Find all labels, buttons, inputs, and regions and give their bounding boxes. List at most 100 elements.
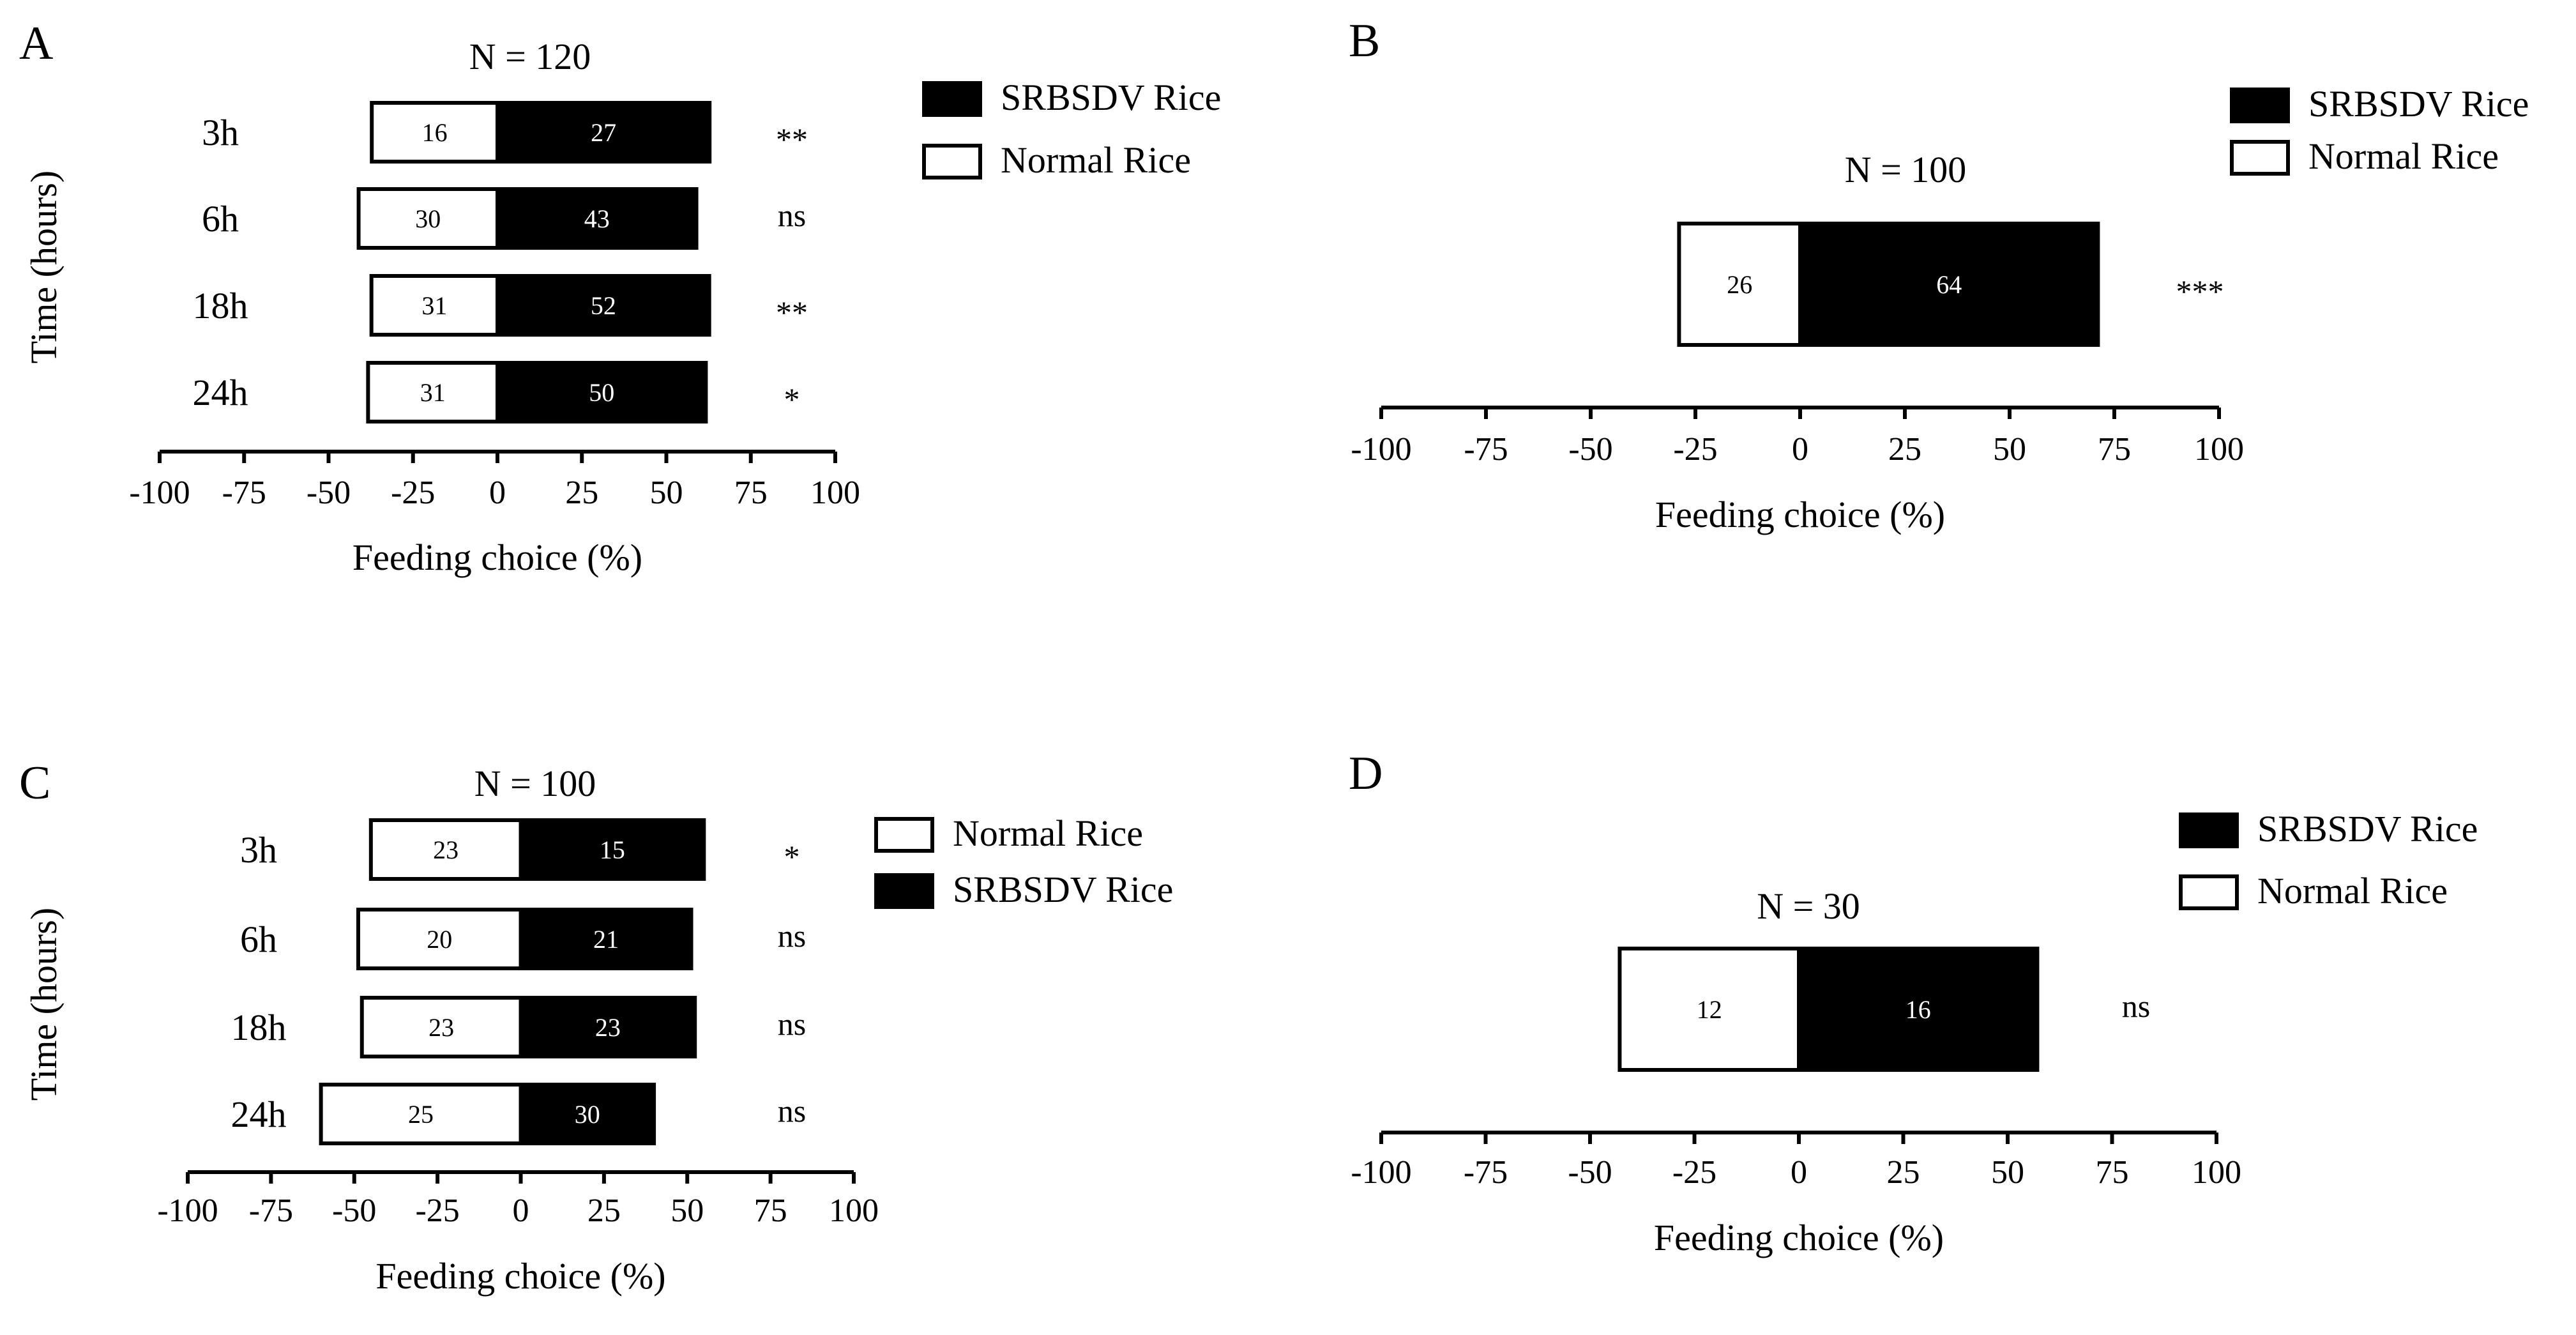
- bar-srbsdv-rice: [519, 996, 697, 1058]
- x-tick-label: -75: [1464, 431, 1508, 468]
- bar-srbsdv-rice: [1797, 947, 2040, 1072]
- bar-row: 26 64 ***: [1677, 222, 2224, 347]
- x-axis-title: Feeding choice (%): [1655, 494, 1945, 535]
- bar-srbsdv-rice: [496, 101, 712, 164]
- bar-srbsdv-rice: [519, 818, 706, 881]
- bar-label-srbsdv-rice: 21: [593, 925, 619, 954]
- legend-swatch: [874, 873, 934, 909]
- bar-normal-rice: [356, 908, 523, 970]
- panel-c: C N = 100 Time (hours) 23 15 3h * 20 21 6h ns 23 23 1…: [19, 757, 1173, 1297]
- x-tick-label: -25: [415, 1193, 459, 1229]
- x-tick-label: 75: [2096, 1154, 2129, 1191]
- legend-label: SRBSDV Rice: [2308, 83, 2529, 125]
- x-tick-label: 50: [650, 475, 683, 511]
- bar-normal-rice: [366, 361, 499, 423]
- x-tick-label: 75: [2098, 431, 2131, 468]
- y-axis-title: Time (hours): [23, 171, 64, 363]
- bar-normal-rice: [368, 818, 523, 881]
- bar-srbsdv-rice: [496, 187, 699, 250]
- bar-srbsdv-rice: [496, 274, 711, 337]
- category-label: 24h: [231, 1094, 287, 1135]
- category-label: 3h: [202, 112, 239, 153]
- x-axis: -100 -75 -50 -25 0 25 50 75 100 Feeding choice (%…: [1351, 1131, 2241, 1258]
- bar-label-normal-rice: 23: [428, 1013, 454, 1042]
- x-tick-label: -50: [332, 1193, 376, 1229]
- bar-label-srbsdv-rice: 52: [591, 291, 616, 320]
- x-axis-title: Feeding choice (%): [352, 537, 642, 578]
- significance-label: ns: [778, 918, 806, 954]
- significance-label: ns: [778, 1093, 806, 1129]
- x-tick-label: -100: [157, 1193, 218, 1229]
- bar-normal-rice: [1677, 222, 1803, 347]
- x-tick-label: 50: [1991, 1154, 2024, 1191]
- bar-row: 31 50 24h *: [193, 361, 800, 423]
- bar-normal-rice: [370, 101, 499, 164]
- bar-label-srbsdv-rice: 64: [1936, 270, 1962, 299]
- bar-label-srbsdv-rice: 30: [575, 1100, 600, 1129]
- x-tick-label: 100: [829, 1193, 879, 1229]
- panel-letter: D: [1349, 747, 1383, 800]
- significance-label: **: [776, 294, 808, 330]
- x-tick-label: 100: [2194, 431, 2244, 468]
- panel-b: B N = 100 26 64 *** -100 -75 -50 -25 0 25 50 75 100 Fe…: [1349, 15, 2529, 535]
- chart-title: N = 120: [469, 36, 591, 77]
- bar-label-srbsdv-rice: 50: [589, 378, 614, 407]
- chart-title: N = 100: [474, 763, 596, 804]
- x-tick-label: -75: [222, 475, 266, 511]
- legend: SRBSDV Rice Normal Rice: [2179, 808, 2478, 912]
- x-axis: -100 -75 -50 -25 0 25 50 75 100 Feeding choice (%…: [129, 450, 860, 578]
- x-tick-label: 75: [754, 1193, 787, 1229]
- bar-label-normal-rice: 20: [427, 925, 452, 954]
- legend-swatch: [2179, 812, 2239, 848]
- x-tick-label: -100: [1351, 431, 1411, 468]
- chart-title: N = 30: [1757, 885, 1860, 927]
- bar-row: 23 15 3h *: [240, 818, 800, 881]
- bar-label-normal-rice: 31: [420, 378, 446, 407]
- x-tick-label: -75: [1464, 1154, 1508, 1191]
- x-tick-label: -25: [1672, 1154, 1716, 1191]
- bar-label-srbsdv-rice: 16: [1905, 995, 1931, 1024]
- legend-swatch: [922, 81, 982, 117]
- category-label: 24h: [193, 372, 248, 413]
- significance-label: ns: [778, 197, 806, 233]
- legend: SRBSDV Rice Normal Rice: [2230, 83, 2529, 177]
- bar-srbsdv-rice: [496, 361, 708, 423]
- bar-normal-rice: [369, 274, 499, 337]
- legend-label: Normal Rice: [1001, 139, 1191, 181]
- category-label: 6h: [202, 198, 239, 240]
- x-axis: -100 -75 -50 -25 0 25 50 75 100 Feeding choice (%…: [1351, 406, 2244, 535]
- legend-swatch: [2230, 140, 2290, 176]
- x-tick-label: 0: [489, 475, 506, 511]
- legend-item: Normal Rice: [874, 812, 1143, 854]
- legend-label: Normal Rice: [2308, 135, 2499, 177]
- bar-srbsdv-rice: [519, 1083, 656, 1145]
- bar-label-srbsdv-rice: 43: [584, 204, 610, 233]
- x-tick-label: 25: [565, 475, 598, 511]
- chart-title: N = 100: [1845, 149, 1967, 190]
- bar-row: 30 43 6h ns: [202, 187, 806, 250]
- bar-label-normal-rice: 26: [1727, 270, 1752, 299]
- bar-row: 12 16 ns: [1618, 947, 2150, 1072]
- x-axis-title: Feeding choice (%): [375, 1255, 665, 1297]
- bar-srbsdv-rice: [519, 908, 693, 970]
- x-tick-label: -75: [249, 1193, 293, 1229]
- bar-label-normal-rice: 30: [415, 204, 441, 233]
- bar-label-srbsdv-rice: 23: [595, 1013, 621, 1042]
- x-tick-label: 0: [1791, 1154, 1807, 1191]
- bar-label-normal-rice: 12: [1697, 995, 1722, 1024]
- bar-label-srbsdv-rice: 27: [591, 118, 616, 147]
- x-tick-label: 100: [2192, 1154, 2241, 1191]
- legend-item: Normal Rice: [2179, 870, 2448, 912]
- panel-letter: B: [1349, 15, 1380, 67]
- bar-label-normal-rice: 25: [408, 1100, 434, 1129]
- category-label: 18h: [231, 1007, 287, 1048]
- bar-label-normal-rice: 23: [433, 835, 458, 864]
- x-tick-label: 50: [671, 1193, 704, 1229]
- bar-normal-rice: [1618, 947, 1801, 1072]
- category-label: 18h: [193, 285, 248, 326]
- legend: SRBSDV Rice Normal Rice: [922, 77, 1221, 181]
- significance-label: *: [784, 839, 800, 874]
- x-tick-label: -25: [391, 475, 435, 511]
- x-tick-label: 25: [1888, 431, 1921, 468]
